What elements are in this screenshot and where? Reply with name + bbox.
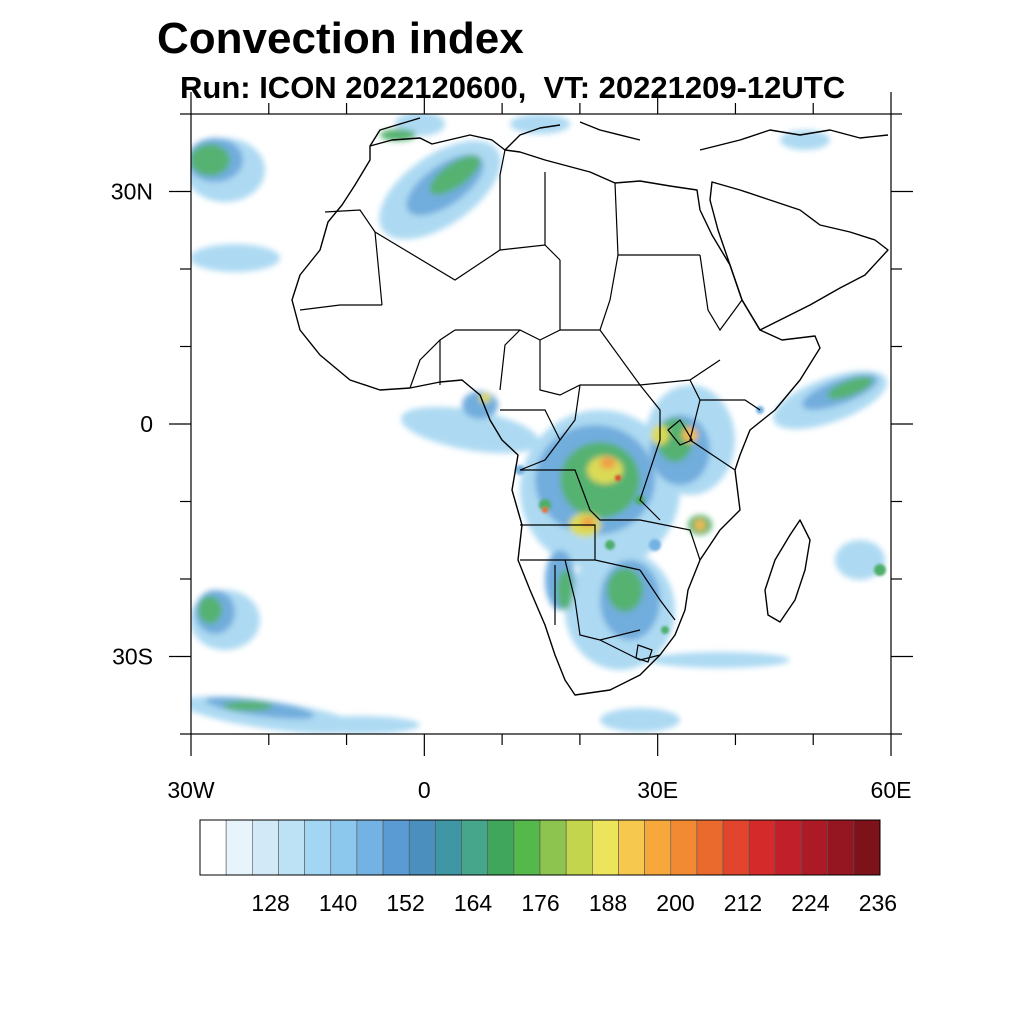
coastlines [291, 117, 889, 696]
colorbar-label: 224 [791, 890, 830, 916]
colorbar-label: 128 [251, 890, 289, 916]
colorbar-swatch [513, 819, 541, 876]
arabian-peninsula [709, 181, 889, 331]
colorbar-swatch [356, 819, 384, 876]
colorbar-swatch [618, 819, 645, 876]
colorbar-label: 200 [656, 890, 694, 916]
colorbar-swatch [592, 819, 619, 876]
map-title: Convection index [157, 14, 524, 63]
colorbar-swatch [252, 819, 279, 876]
colorbar-swatch [539, 819, 567, 876]
colorbar-swatch [853, 819, 881, 876]
colorbar-swatch [461, 819, 488, 876]
colorbar-swatch [748, 819, 776, 876]
colorbar-swatch [408, 819, 436, 876]
lat-label: 30N [111, 179, 153, 205]
colorbar-swatch [278, 819, 305, 876]
axis-ticks: 30W 0 30E 60E 30N 0 30S [111, 92, 913, 803]
africa-coastline [291, 134, 821, 696]
colorbar-swatch [382, 819, 410, 876]
colorbar-swatch [225, 819, 253, 876]
colorbar-label: 236 [859, 890, 897, 916]
lon-label: 30W [167, 777, 215, 803]
colorbar-swatch [670, 819, 698, 876]
colorbar-label: 152 [386, 890, 424, 916]
colorbar-label: 212 [724, 890, 762, 916]
colorbar-swatch [330, 819, 358, 876]
colorbar-swatch [565, 819, 593, 876]
colorbar-swatch [487, 819, 515, 876]
colorbar-swatch [775, 819, 802, 876]
lon-label: 30E [637, 777, 678, 803]
shade-warm [479, 393, 706, 537]
europe-coast [369, 117, 889, 151]
map-background [191, 114, 891, 734]
colorbar-frame [199, 819, 881, 876]
lon-label: 60E [871, 777, 912, 803]
colorbar-label: 164 [454, 890, 493, 916]
country-borders [299, 149, 761, 663]
colorbar-swatch [827, 819, 855, 876]
madagascar [764, 519, 811, 623]
colorbar-swatch [696, 819, 724, 876]
colorbar: 128 140 152 164 176 188 200 212 224 236 [199, 819, 897, 916]
map-subtitle: Run: ICON 2022120600, VT: 20221209-12UTC [180, 70, 846, 105]
colorbar-swatch [199, 819, 227, 876]
lon-label: 0 [418, 777, 431, 803]
shade-speckles [515, 406, 886, 634]
colorbar-swatch [435, 819, 462, 876]
colorbar-swatch [644, 819, 672, 876]
colorbar-swatch [722, 819, 750, 876]
lat-label: 30S [112, 644, 153, 670]
lat-label: 0 [140, 411, 153, 437]
colorbar-swatch [801, 819, 828, 876]
colorbar-swatch [304, 819, 332, 876]
colorbar-label: 140 [319, 890, 357, 916]
colorbar-label: 188 [589, 890, 627, 916]
colorbar-label: 176 [521, 890, 559, 916]
